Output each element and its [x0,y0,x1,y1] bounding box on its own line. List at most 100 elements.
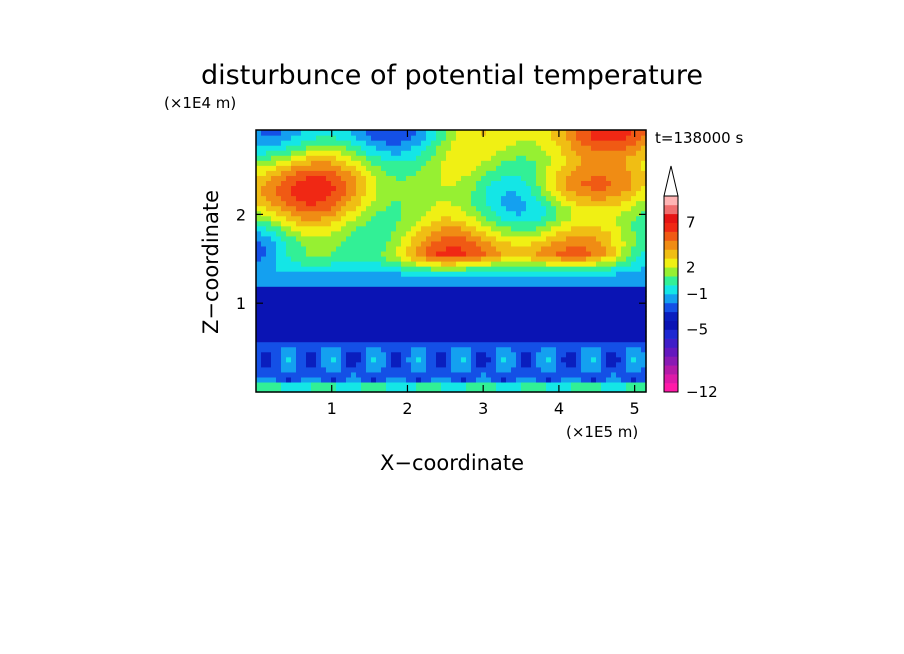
field-cell [291,210,297,217]
colorbar-segment [664,365,678,375]
field-cell [516,276,522,282]
field-cell [461,361,467,368]
field-cell [296,140,302,146]
field-cell [296,145,302,151]
field-cell [261,321,267,328]
field-cell [631,150,637,156]
field-cell [601,281,607,287]
field-cell [601,135,607,141]
field-cell [481,381,487,388]
field-cell [566,190,572,197]
field-cell [371,341,377,348]
field-cell [481,276,487,282]
field-cell [381,386,387,393]
field-cell [611,316,617,323]
field-cell [391,361,397,368]
field-cell [471,200,477,207]
field-cell [296,230,302,237]
field-cell [456,185,462,192]
field-cell [351,150,357,156]
field-cell [491,296,497,302]
field-cell [306,180,312,187]
field-cell [521,175,527,181]
field-cell [626,205,632,212]
field-cell [386,371,392,378]
field-cell [341,371,347,378]
field-cell [611,200,617,207]
field-cell [596,160,602,166]
field-cell [331,271,337,277]
field-cell [461,165,467,171]
field-cell [346,180,352,187]
field-cell [271,155,277,161]
field-cell [451,205,457,212]
field-cell [441,361,447,368]
field-cell [296,371,302,378]
field-cell [346,195,352,202]
field-cell [486,235,492,242]
field-cell [506,255,512,262]
field-cell [486,210,492,217]
field-cell [541,200,547,207]
field-cell [281,311,287,318]
field-cell [611,185,617,192]
field-cell [586,200,592,207]
field-cell [641,371,647,378]
field-cell [276,271,282,277]
field-cell [341,276,347,282]
field-cell [491,331,497,338]
field-cell [396,155,402,161]
field-cell [486,366,492,373]
field-cell [296,215,302,222]
field-cell [276,155,282,161]
field-cell [356,381,362,388]
field-cell [581,376,587,383]
field-cell [361,225,367,232]
field-cell [261,145,267,151]
field-cell [306,316,312,323]
field-cell [556,235,562,242]
field-cell [316,160,322,166]
field-cell [331,235,337,242]
field-cell [351,331,357,338]
field-cell [401,140,407,146]
field-cell [376,200,382,207]
field-cell [476,175,482,181]
field-cell [581,266,587,272]
field-cell [591,245,597,252]
field-cell [431,145,437,151]
field-cell [631,170,637,176]
field-cell [501,321,507,328]
field-cell [616,165,622,171]
field-cell [616,175,622,181]
field-cell [601,220,607,227]
field-cell [566,316,572,323]
field-cell [506,155,512,161]
field-cell [546,180,552,187]
field-cell [461,371,467,378]
colorbar-segment [664,276,678,286]
field-cell [501,341,507,348]
field-cell [471,361,477,368]
colorbar-segment [664,231,678,241]
field-cell [361,276,367,282]
field-cell [381,130,387,136]
field-cell [536,346,542,353]
field-cell [526,135,532,141]
field-cell [351,311,357,318]
field-cell [511,240,517,247]
field-cell [506,301,512,307]
field-cell [601,286,607,292]
field-cell [601,175,607,181]
field-cell [256,200,262,207]
field-cell [386,180,392,187]
field-cell [576,321,582,328]
field-cell [376,366,382,373]
field-cell [631,266,637,272]
field-cell [296,220,302,227]
field-cell [601,261,607,267]
field-cell [361,130,367,136]
field-cell [256,291,262,297]
field-cell [426,255,432,262]
field-cell [336,225,342,232]
